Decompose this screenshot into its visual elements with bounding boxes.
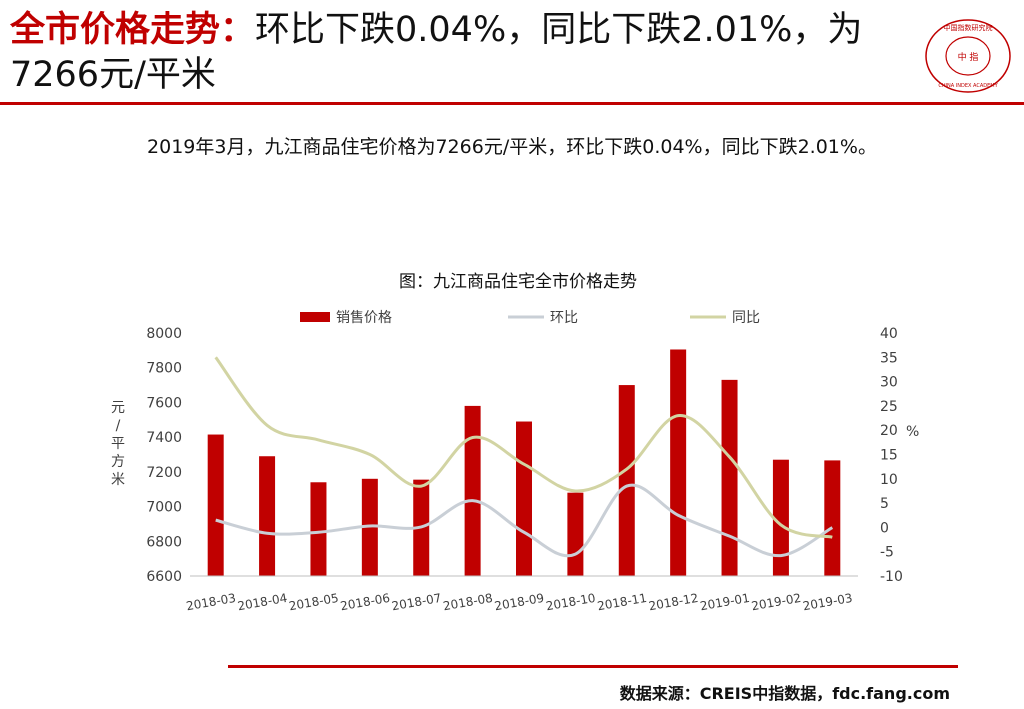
y2-axis-label: % [906,424,919,440]
x-tick-label: 2018-09 [493,591,545,613]
chart-legend: 销售价格 环比 同比 [300,310,760,326]
logo-text-top: 中国指数研究院 [944,23,993,32]
bar-2018-12 [670,349,687,576]
y2-tick-label: 15 [880,448,898,464]
x-tick-label: 2019-02 [750,591,802,613]
bar-2018-03 [207,434,224,576]
x-tick-label: 2018-10 [545,591,597,613]
y-tick-label: 7600 [146,395,182,411]
legend-label: 环比 [550,310,578,326]
x-tick-label: 2018-12 [648,591,700,613]
y2-tick-label: -10 [880,569,903,585]
y2-tick-label: 20 [880,423,898,439]
china-index-academy-logo: 中国指数研究院 中 指 CHINA INDEX ACADEMY [920,16,1016,96]
page-title: 全市价格走势：环比下跌0.04%，同比下跌2.01%，为7266元/平米 [10,8,910,98]
footer-divider [228,665,958,668]
y-tick-label: 7200 [146,465,182,481]
y2-tick-label: 10 [880,472,898,488]
y2-tick-label: 5 [880,496,889,512]
logo-text-bottom: CHINA INDEX ACADEMY [938,83,998,89]
y2-tick-label: 30 [880,375,898,391]
x-tick-label: 2018-07 [391,591,443,613]
x-tick-label: 2018-08 [442,591,494,613]
title-highlight: 全市价格走势： [10,10,256,50]
bar-2018-10 [567,492,584,576]
y-tick-label: 7400 [146,430,182,446]
bar-series [207,349,841,576]
y2-tick-label: -5 [880,545,894,561]
y-axis-left: 6600 6800 7000 7200 7400 7600 7800 8000 元/平方米 [111,326,182,585]
x-tick-label: 2018-03 [185,591,237,613]
title-divider [0,102,1024,105]
y2-tick-label: 35 [880,350,898,366]
summary-text: 2019年3月，九江商品住宅价格为7266元/平米，环比下跌0.04%，同比下跌… [147,136,877,158]
bar-2018-05 [310,482,327,576]
legend-swatch [300,312,330,322]
y2-tick-label: 40 [880,326,898,342]
logo-text-center: 中 指 [958,51,979,63]
data-source: 数据来源：CREIS中指数据，fdc.fang.com [619,684,950,703]
chart-title: 图：九江商品住宅全市价格走势 [399,272,637,292]
bar-2018-04 [259,456,276,576]
bar-2019-01 [721,379,738,576]
line-环比 [215,483,834,558]
x-tick-label: 2019-03 [802,591,854,613]
x-tick-label: 2018-11 [596,591,648,613]
bar-2019-02 [772,459,789,576]
y-tick-label: 8000 [146,326,182,342]
bar-2019-03 [824,460,841,576]
x-tick-label: 2018-06 [339,591,391,613]
x-tick-label: 2019-01 [699,591,751,613]
x-axis: 2018-03 2018-04 2018-05 2018-06 2018-07 2018-… [185,575,858,613]
y-tick-label: 7000 [146,500,182,516]
y-tick-label: 6800 [146,534,182,550]
y2-tick-label: 25 [880,399,898,415]
bar-2018-11 [618,385,635,576]
bar-2018-08 [464,405,481,576]
y2-tick-label: 0 [880,520,889,536]
bar-2018-09 [516,421,532,576]
y-tick-label: 6600 [146,569,182,585]
line-同比 [214,356,833,539]
legend-label: 同比 [732,310,760,326]
y-tick-label: 7800 [146,361,182,377]
y-axis-label: 元/平方米 [111,400,125,488]
x-tick-label: 2018-05 [288,591,340,613]
x-tick-label: 2018-04 [236,591,288,613]
legend-label: 销售价格 [336,310,392,326]
y-axis-right: -10 -5 0 5 10 15 20 25 30 35 40% [880,326,919,585]
line-series [214,356,834,558]
title-rest: 环比下跌0.04%，同比下跌2.01%，为7266元/平米 [10,10,863,95]
